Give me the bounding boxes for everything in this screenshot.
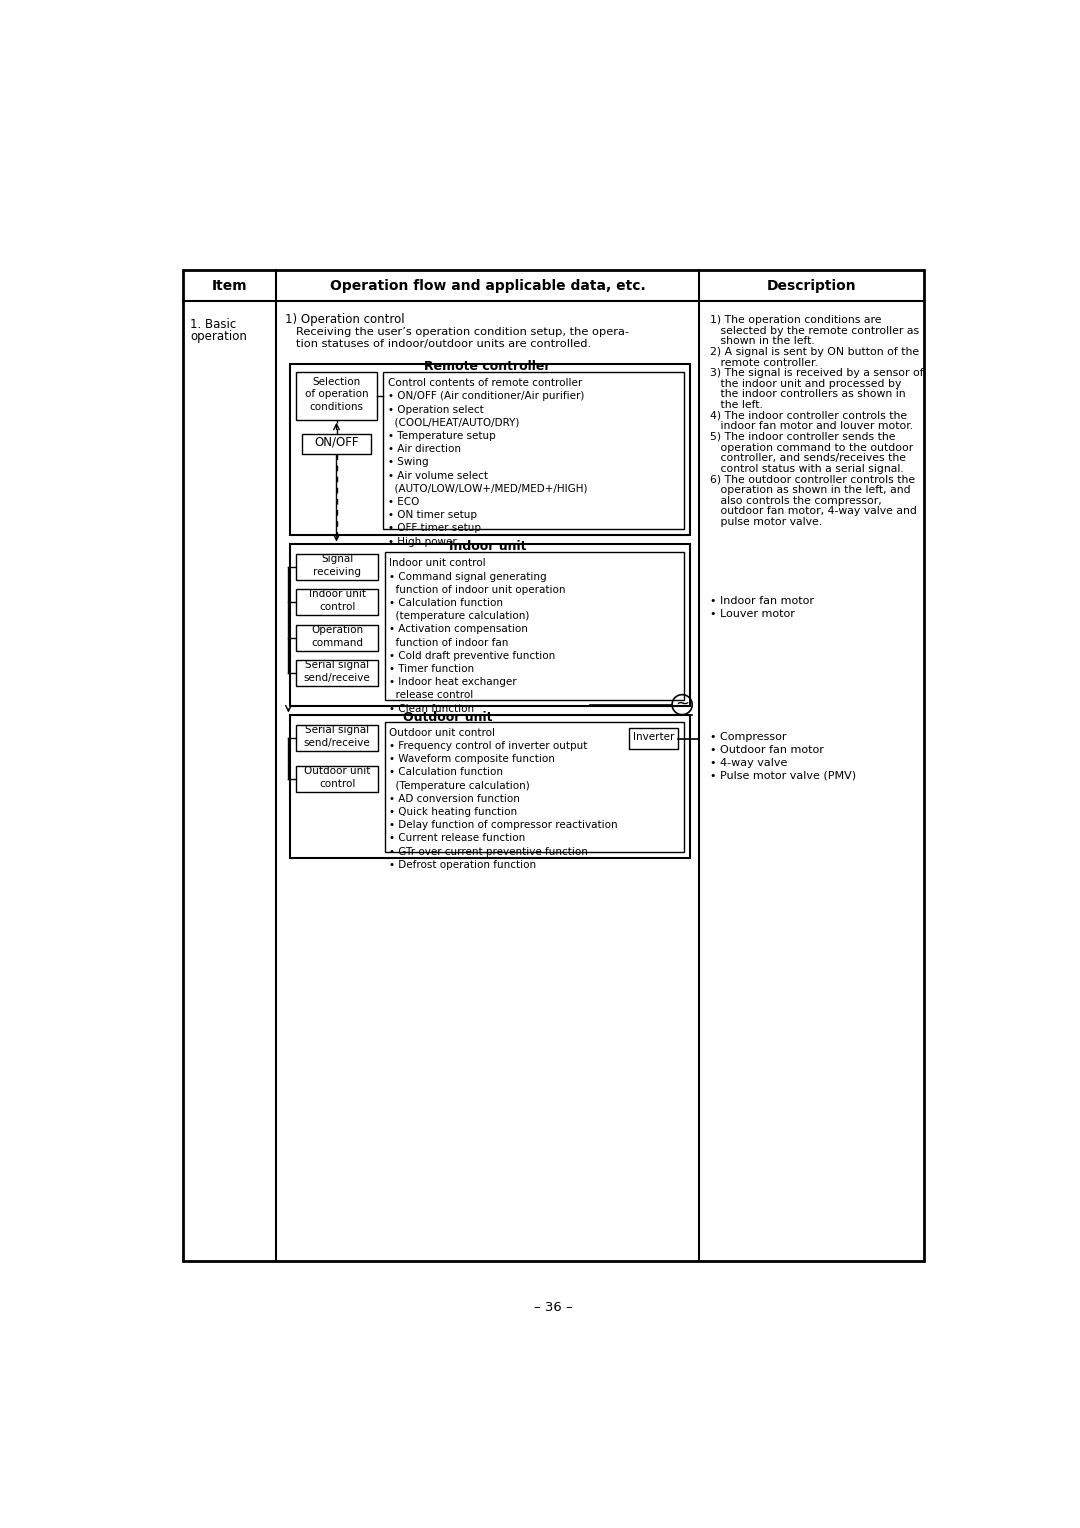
Text: tion statuses of indoor/outdoor units are controlled.: tion statuses of indoor/outdoor units ar… [296, 339, 592, 348]
Bar [383, 371, 684, 529]
Text: Serial signal
send/receive: Serial signal send/receive [303, 660, 370, 683]
Text: Receiving the user’s operation condition setup, the opera-: Receiving the user’s operation condition… [296, 327, 630, 338]
Text: Selection
of operation
conditions: Selection of operation conditions [305, 376, 368, 413]
Text: 5) The indoor controller sends the: 5) The indoor controller sends the [710, 432, 895, 442]
Bar [291, 715, 690, 857]
Bar [296, 660, 378, 686]
Bar [296, 724, 378, 750]
Text: operation: operation [190, 330, 247, 344]
Bar [302, 434, 370, 454]
Text: Item: Item [212, 278, 247, 293]
Text: the indoor controllers as shown in: the indoor controllers as shown in [710, 390, 906, 399]
Text: 3) The signal is received by a sensor of: 3) The signal is received by a sensor of [710, 368, 923, 377]
Text: 1. Basic: 1. Basic [190, 318, 237, 332]
Text: ON/OFF: ON/OFF [314, 435, 359, 449]
Text: Indoor unit
control: Indoor unit control [309, 590, 366, 613]
Bar [296, 553, 378, 581]
Text: ~: ~ [675, 694, 689, 712]
Text: the indoor unit and processed by: the indoor unit and processed by [710, 379, 902, 388]
Text: remote controller.: remote controller. [710, 358, 818, 368]
Bar [384, 721, 684, 851]
Text: pulse motor valve.: pulse motor valve. [710, 516, 822, 527]
Bar [296, 625, 378, 651]
Text: also controls the compressor,: also controls the compressor, [710, 495, 881, 506]
Text: indoor fan motor and louver motor.: indoor fan motor and louver motor. [710, 422, 914, 431]
Bar [630, 727, 677, 749]
Text: 1) Operation control: 1) Operation control [285, 313, 405, 327]
Text: • Indoor fan motor
• Louver motor: • Indoor fan motor • Louver motor [710, 596, 814, 619]
Bar [296, 766, 378, 793]
Text: – 36 –: – 36 – [535, 1300, 572, 1314]
Text: Control contents of remote controller
• ON/OFF (Air conditioner/Air purifier)
• : Control contents of remote controller • … [388, 377, 588, 547]
Text: the left.: the left. [710, 400, 762, 410]
Text: • Compressor
• Outdoor fan motor
• 4-way valve
• Pulse motor valve (PMV): • Compressor • Outdoor fan motor • 4-way… [710, 732, 856, 781]
Text: Indoor unit: Indoor unit [449, 539, 526, 553]
Bar [296, 371, 377, 420]
Text: Outdoor unit: Outdoor unit [403, 711, 492, 724]
Text: Indoor unit control
• Command signal generating
  function of indoor unit operat: Indoor unit control • Command signal gen… [389, 558, 566, 714]
Text: Inverter: Inverter [633, 732, 674, 743]
Text: Signal
receiving: Signal receiving [313, 553, 362, 576]
Text: operation as shown in the left, and: operation as shown in the left, and [710, 484, 910, 495]
Text: Outdoor unit
control: Outdoor unit control [305, 767, 370, 788]
Text: control status with a serial signal.: control status with a serial signal. [710, 465, 904, 474]
Text: selected by the remote controller as: selected by the remote controller as [710, 325, 919, 336]
Text: Operation flow and applicable data, etc.: Operation flow and applicable data, etc. [329, 278, 646, 293]
Text: operation command to the outdoor: operation command to the outdoor [710, 443, 914, 452]
Text: 6) The outdoor controller controls the: 6) The outdoor controller controls the [710, 474, 915, 484]
Bar [296, 590, 378, 616]
Text: Remote controller: Remote controller [424, 359, 551, 373]
Bar [291, 364, 690, 535]
Text: Operation
command: Operation command [311, 625, 363, 648]
Text: Description: Description [767, 278, 856, 293]
Text: shown in the left.: shown in the left. [710, 336, 814, 347]
Text: outdoor fan motor, 4-way valve and: outdoor fan motor, 4-way valve and [710, 506, 917, 516]
Text: Serial signal
send/receive: Serial signal send/receive [303, 724, 370, 747]
Bar [384, 552, 684, 700]
Text: controller, and sends/receives the: controller, and sends/receives the [710, 454, 906, 463]
Text: 4) The indoor controller controls the: 4) The indoor controller controls the [710, 411, 907, 420]
Text: 1) The operation conditions are: 1) The operation conditions are [710, 315, 881, 325]
Text: Outdoor unit control
• Frequency control of inverter output
• Waveform composite: Outdoor unit control • Frequency control… [389, 727, 618, 869]
Bar [291, 544, 690, 706]
Text: 2) A signal is sent by ON button of the: 2) A signal is sent by ON button of the [710, 347, 919, 358]
Bar [183, 270, 924, 1261]
